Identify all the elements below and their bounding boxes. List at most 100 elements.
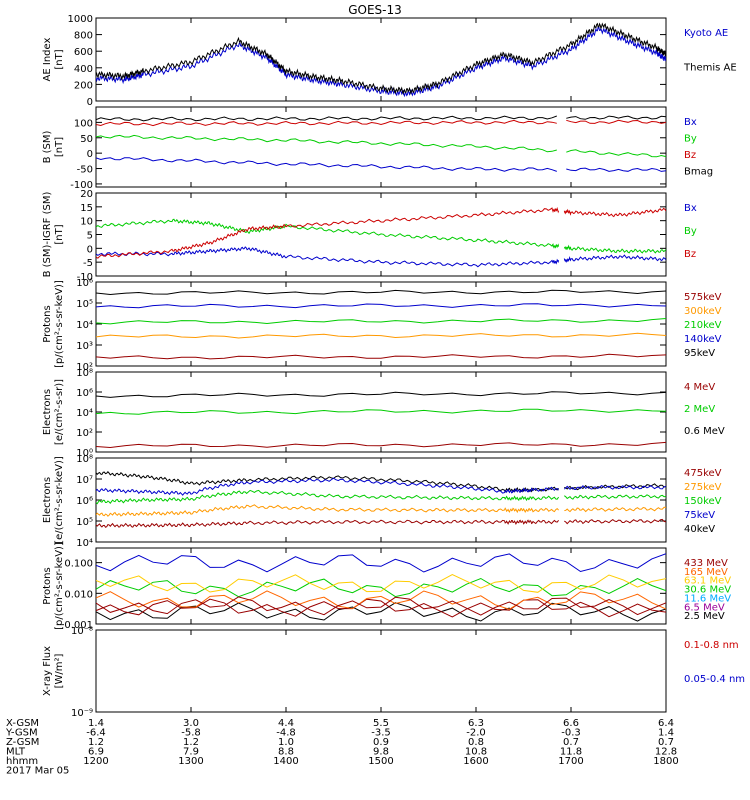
y-tick-label: 400 [74, 64, 93, 75]
legend-label: Bz [684, 150, 696, 161]
series-line-bx [96, 157, 666, 172]
series-line-by [96, 218, 666, 254]
orbit-row-value: -2.0 [466, 728, 486, 739]
y-tick-label: 800 [74, 31, 93, 42]
legend-label: 575keV [684, 292, 722, 303]
legend-label: 433 MeV [684, 558, 728, 569]
legend-label: Themis AE [683, 63, 737, 74]
series-line-95kev [96, 353, 666, 360]
panel-frame [95, 371, 667, 453]
plot-title: GOES-13 [348, 3, 402, 17]
orbit-row-value: 1.2 [88, 737, 104, 748]
y-tick-label: 600 [74, 47, 93, 58]
legend-label: 30.6 MeV [684, 585, 731, 596]
y-tick-label: -100 [70, 180, 93, 191]
legend-label: 300keV [684, 306, 722, 317]
legend-label: 2 MeV [684, 404, 715, 415]
panel-frame [95, 281, 667, 367]
panel-bigrf: -10 -5 0 5 10 15 20 B (SM)-IGRF (SM) [nT] Bx By Bz [42, 189, 697, 283]
y-tick-label: 10³ [76, 341, 93, 352]
legend-label: By [684, 226, 697, 237]
panel-ae: 0 200 400 600 800 1000 AE Index [nT] Kyoto AE The… [42, 14, 737, 108]
y-tick-label: -50 [77, 165, 93, 176]
orbit-row-label: hhmm [6, 756, 38, 767]
legend-label: 165 MeV [684, 567, 728, 578]
y-tick-label: 1000 [68, 14, 93, 25]
series-line-165-mev [96, 590, 666, 610]
series-line-2-5-mev [96, 602, 666, 622]
orbit-row-label: X-GSM [6, 718, 39, 729]
orbit-row-value: 12.8 [655, 747, 677, 758]
y-axis-label: [p/(cm²-s-sr-keV)] [54, 542, 65, 630]
y-tick-label: 0.100 [64, 559, 93, 570]
y-tick-label: 10⁻⁹ [71, 708, 93, 719]
series-group [96, 206, 666, 268]
orbit-row-value: 5.5 [373, 718, 389, 729]
orbit-row-value: 1600 [463, 756, 488, 767]
series-group [96, 22, 666, 98]
orbit-row-value: 10.8 [465, 747, 487, 758]
legend-label: 0.1-0.8 nm [684, 640, 739, 651]
series-line-150kev [96, 489, 666, 505]
orbit-row-value: 9.8 [373, 747, 389, 758]
y-axis-label: Protons [42, 305, 53, 342]
orbit-row-value: 1200 [83, 756, 108, 767]
y-axis-label: [nT] [54, 224, 65, 244]
orbit-row-value: 1300 [178, 756, 203, 767]
orbit-footer: X-GSM 1.4 3.0 4.4 5.5 6.3 6.6 6.4 Y-GSM -6.4 -5.8 -… [5, 718, 679, 777]
legend-label: Bx [684, 117, 697, 128]
y-axis-label: AE Index [42, 37, 53, 81]
orbit-row-value: 6.4 [658, 718, 674, 729]
series-line-75kev [96, 477, 666, 496]
legend-label: 0.05-0.4 nm [684, 674, 745, 685]
y-tick-label: 200 [74, 80, 93, 91]
y-tick-label: 10⁴ [76, 408, 93, 419]
y-axis-label: [p/(cm²-s-sr-keV)] [54, 280, 65, 368]
y-tick-label: 10⁶ [76, 278, 93, 289]
series-line-63-1-mev [96, 573, 666, 593]
series-line-bx [96, 246, 666, 268]
y-axis-label: [W/m²] [54, 653, 65, 688]
orbit-row-label: Y-GSM [5, 728, 38, 739]
series-line-kyoto-ae [96, 26, 666, 98]
panel-frame [95, 629, 667, 713]
legend-label: Bmag [684, 167, 713, 178]
legend-label: 150keV [684, 496, 722, 507]
y-tick-label: 15 [80, 203, 93, 214]
y-tick-label: 0.010 [64, 589, 93, 600]
y-tick-label: -10 [77, 272, 93, 283]
panel-frame [95, 192, 667, 277]
orbit-row-value: 3.0 [183, 718, 199, 729]
orbit-row-value: 1.2 [183, 737, 199, 748]
legend-label: 0.6 MeV [684, 426, 725, 437]
orbit-row-value: 0.9 [373, 737, 389, 748]
series-group [96, 546, 666, 725]
series-group [96, 391, 666, 449]
y-tick-label: 0 [87, 244, 93, 255]
orbit-row-label: MLT [6, 747, 26, 758]
series-line-210kev [96, 318, 666, 325]
y-tick-label: 10² [76, 362, 93, 373]
series-line-275kev [96, 504, 666, 517]
y-tick-label: 100 [74, 118, 93, 129]
y-tick-label: 0 [87, 149, 93, 160]
y-tick-label: 10⁴ [76, 538, 93, 549]
y-tick-label: 10⁷ [76, 475, 93, 486]
y-axis-label: [nT] [54, 137, 65, 157]
orbit-row-value: -6.4 [86, 728, 106, 739]
y-tick-label: 10⁵ [76, 299, 93, 310]
orbit-row-value: 0.7 [658, 737, 674, 748]
legend-label: 75keV [684, 510, 715, 521]
orbit-row-value: 11.8 [560, 747, 582, 758]
series-group [96, 289, 666, 360]
orbit-row-value: 0.7 [563, 737, 579, 748]
legend-label: 210keV [684, 320, 722, 331]
orbit-row-value: 7.9 [183, 747, 199, 758]
orbit-row-value: 1.4 [88, 718, 104, 729]
y-axis-label: [e/(cm²-s-sr-keV)] [54, 456, 65, 544]
orbit-row-value: 0.8 [468, 737, 484, 748]
orbit-row-value: -5.8 [181, 728, 201, 739]
y-tick-label: 5 [87, 231, 93, 242]
